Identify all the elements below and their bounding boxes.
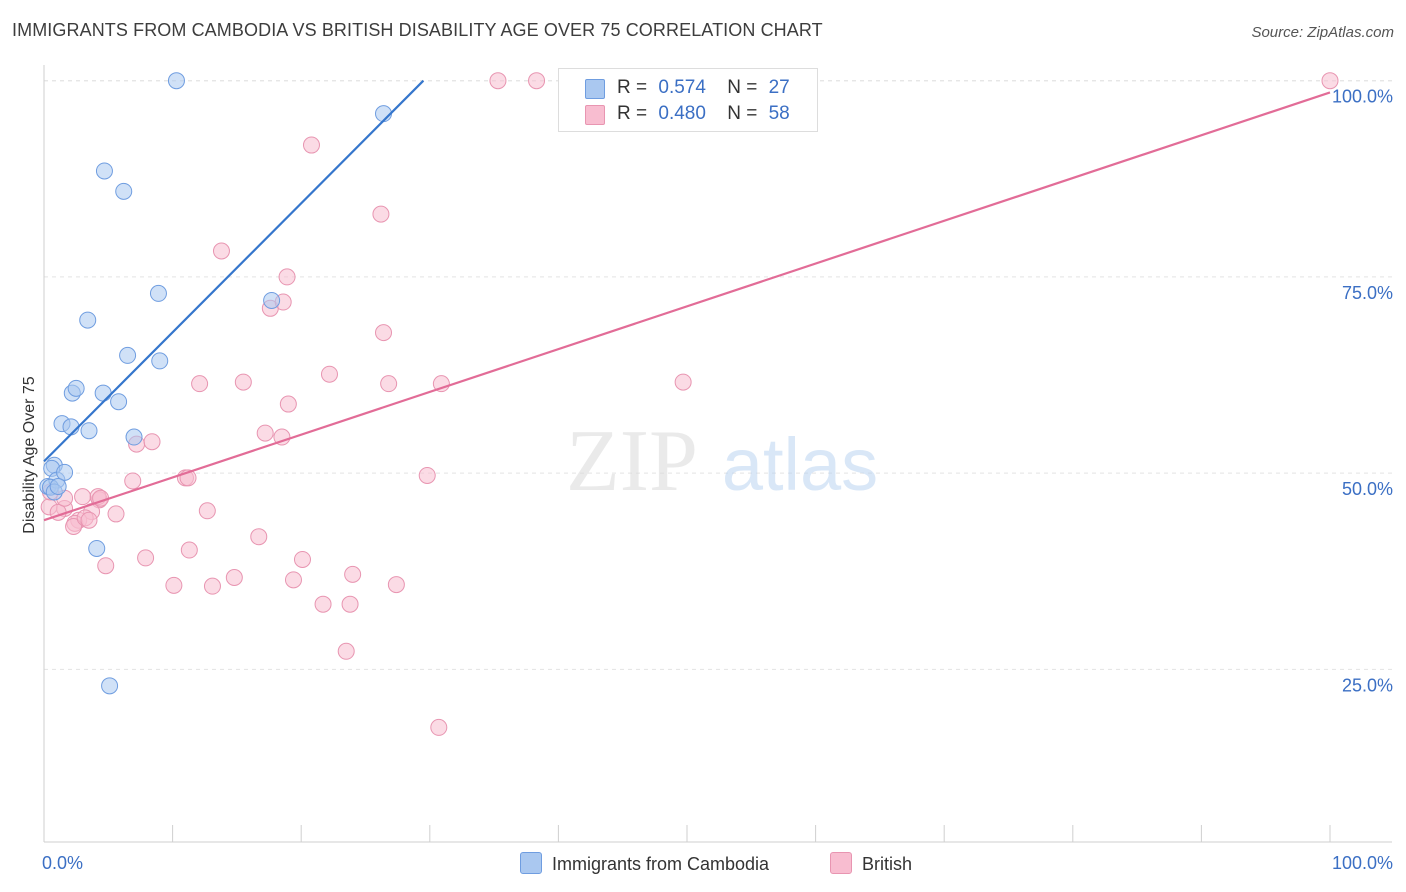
- data-point-british: [293, 550, 311, 568]
- data-point-british: [284, 571, 302, 589]
- data-point-cambodia: [80, 422, 98, 440]
- data-point-cambodia: [110, 393, 128, 411]
- y-axis-label: Disability Age Over 75: [21, 376, 38, 534]
- x-tick-label: 0.0%: [42, 853, 83, 873]
- y-tick-label: 25.0%: [1342, 675, 1393, 695]
- data-point-british: [430, 718, 448, 736]
- legend-r-label: R =: [617, 77, 648, 98]
- y-tick-label: 75.0%: [1342, 283, 1393, 303]
- data-point-british: [250, 528, 268, 546]
- data-point-british: [489, 72, 507, 90]
- watermark: ZIP atlas: [566, 413, 878, 510]
- data-point-british: [137, 549, 155, 567]
- data-point-cambodia: [49, 477, 67, 495]
- y-tick-label: 50.0%: [1342, 479, 1393, 499]
- data-point-british: [273, 428, 291, 446]
- data-point-cambodia: [101, 677, 119, 695]
- trend-line-british: [43, 91, 1331, 522]
- legend-swatch-cambodia: [585, 79, 605, 99]
- data-point-british: [337, 642, 355, 660]
- bottom-legend-label-cambodia: Immigrants from Cambodia: [552, 854, 770, 874]
- x-tick-label: 100.0%: [1332, 853, 1393, 873]
- data-point-british: [1321, 72, 1339, 90]
- data-point-british: [165, 576, 183, 594]
- data-point-british: [674, 373, 692, 391]
- watermark-atlas: atlas: [722, 423, 878, 506]
- data-point-british: [203, 577, 221, 595]
- data-point-cambodia: [56, 463, 74, 481]
- bottom-legend-cambodia: Immigrants from Cambodia: [520, 852, 769, 875]
- legend-n-label: N =: [727, 77, 758, 98]
- data-point-british: [341, 595, 359, 613]
- legend-swatch-british: [585, 105, 605, 125]
- data-point-british: [256, 424, 274, 442]
- data-point-british: [278, 268, 296, 286]
- data-point-british: [65, 517, 83, 535]
- data-point-british: [418, 466, 436, 484]
- data-point-british: [225, 569, 243, 587]
- data-point-cambodia: [67, 379, 85, 397]
- legend-r-label: R =: [617, 103, 648, 124]
- data-point-british: [528, 72, 546, 90]
- watermark-zip: ZIP: [566, 413, 698, 510]
- bottom-legend-swatch-cambodia: [520, 852, 542, 874]
- data-point-british: [380, 375, 398, 393]
- data-point-cambodia: [115, 182, 133, 200]
- data-point-british: [344, 565, 362, 583]
- legend-n-value: 58: [768, 103, 790, 124]
- bottom-legend-british: British: [830, 852, 912, 875]
- stats-legend: R = 0.574 N = 27 R = 0.480 N = 58: [558, 68, 818, 132]
- data-point-cambodia: [79, 311, 97, 329]
- trend-layer: [43, 79, 1331, 522]
- data-point-cambodia: [151, 352, 169, 370]
- bottom-legend-swatch-british: [830, 852, 852, 874]
- source-label: Source: ZipAtlas.com: [1251, 24, 1394, 41]
- data-point-british: [80, 511, 98, 529]
- data-point-british: [372, 205, 390, 223]
- data-point-british: [387, 576, 405, 594]
- data-point-british: [234, 373, 252, 391]
- data-point-cambodia: [62, 418, 80, 436]
- tick-label-layer: 25.0% 50.0% 75.0% 100.0% 0.0% 100.0%: [42, 87, 1393, 873]
- trend-line-cambodia: [43, 79, 425, 463]
- data-point-british: [143, 433, 161, 451]
- data-point-cambodia: [149, 284, 167, 302]
- data-point-cambodia: [263, 291, 281, 309]
- data-point-british: [302, 136, 320, 154]
- data-point-cambodia: [125, 428, 143, 446]
- legend-r-value: 0.574: [658, 77, 706, 98]
- chart-title: IMMIGRANTS FROM CAMBODIA VS BRITISH DISA…: [12, 20, 823, 40]
- y-tick-label: 100.0%: [1332, 87, 1393, 107]
- data-point-british: [320, 365, 338, 383]
- data-point-british: [74, 488, 92, 506]
- data-point-cambodia: [119, 346, 137, 364]
- data-point-british: [212, 242, 230, 260]
- legend-r-value: 0.480: [658, 103, 706, 124]
- data-point-cambodia: [95, 162, 113, 180]
- data-point-cambodia: [94, 384, 112, 402]
- data-point-british: [375, 324, 393, 342]
- data-point-british: [314, 595, 332, 613]
- data-point-british: [124, 472, 142, 490]
- data-point-british: [180, 541, 198, 559]
- data-point-british: [97, 557, 115, 575]
- legend-n-label: N =: [727, 103, 758, 124]
- axes-layer: [43, 65, 1392, 843]
- data-point-cambodia: [88, 539, 106, 557]
- data-point-british: [198, 502, 216, 520]
- points-layer: [39, 72, 1339, 736]
- data-point-british: [107, 505, 125, 523]
- bottom-legend-label-british: British: [862, 854, 913, 874]
- data-point-british: [279, 395, 297, 413]
- legend-n-value: 27: [768, 77, 790, 98]
- data-point-british: [191, 375, 209, 393]
- data-point-cambodia: [167, 72, 185, 90]
